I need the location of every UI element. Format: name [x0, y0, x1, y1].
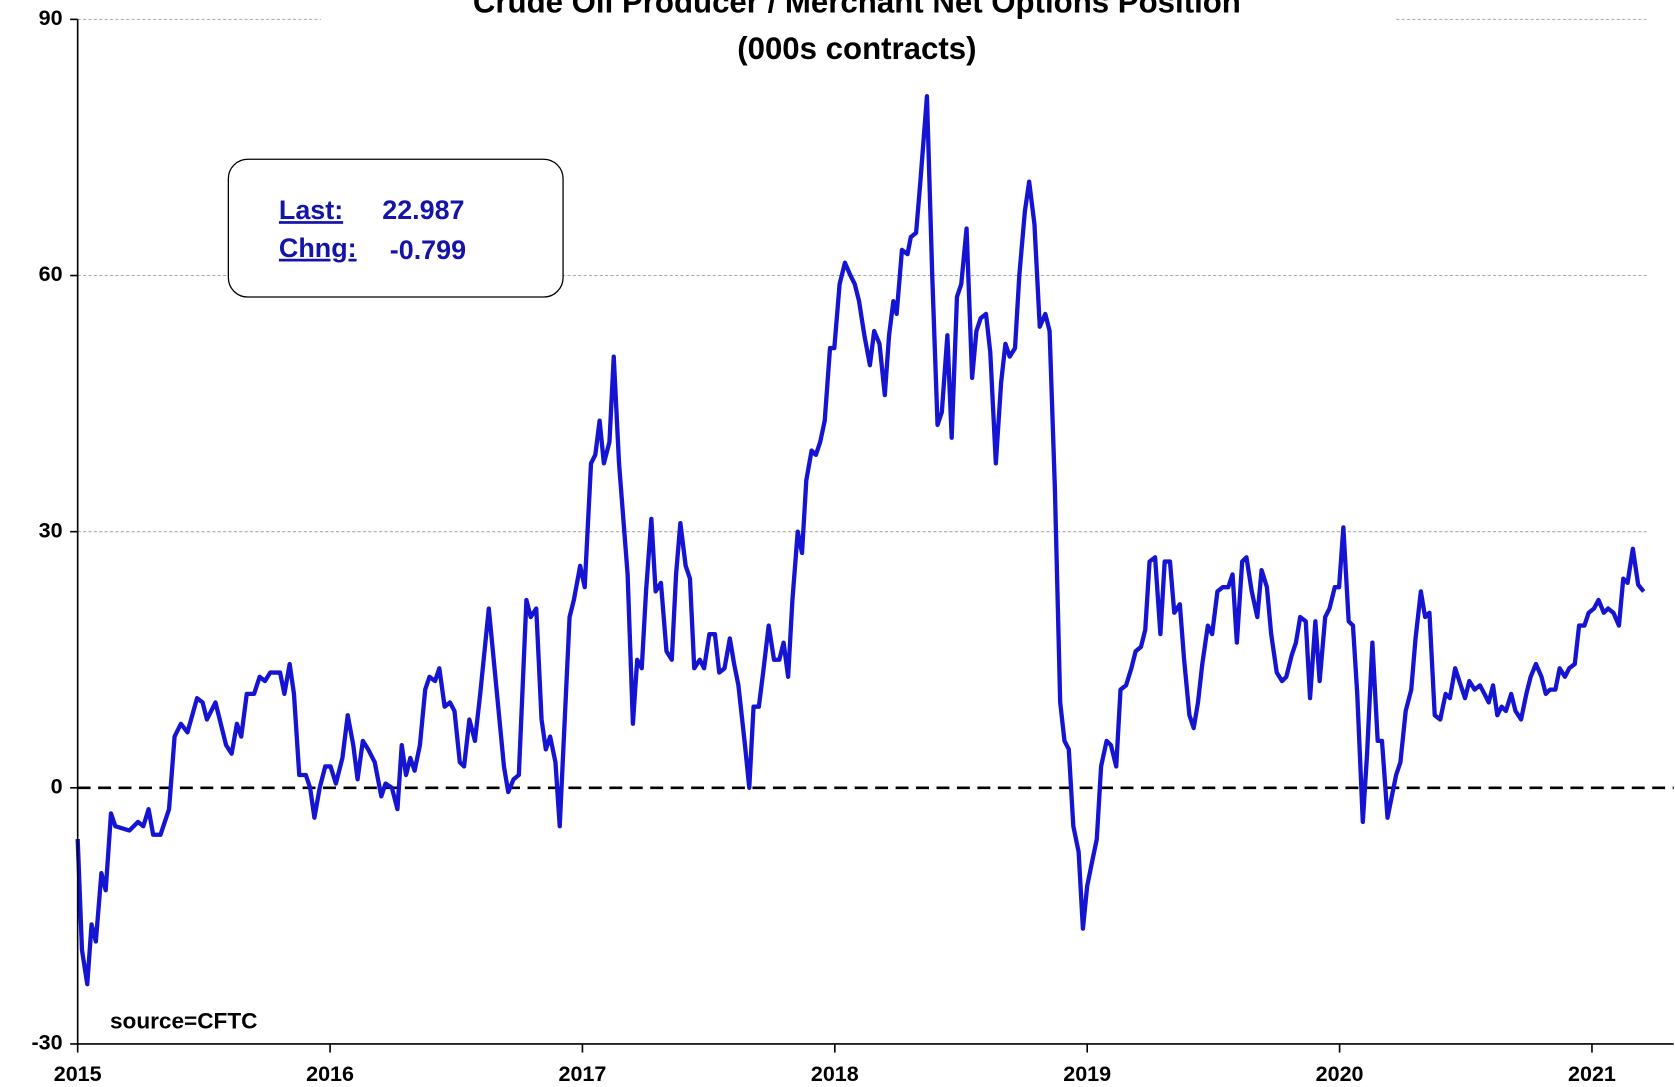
x-tick-label: 2020	[1316, 1062, 1364, 1086]
info-box	[227, 158, 564, 298]
x-tick-label: 2018	[811, 1062, 859, 1086]
x-tick-label: 2019	[1063, 1062, 1111, 1086]
x-tick-label: 2016	[306, 1062, 354, 1086]
x-tick-label: 2021	[1568, 1062, 1616, 1086]
plot	[75, 94, 1646, 987]
chart-title: Crude Oil Producer / Merchant Net Option…	[473, 0, 1241, 20]
title-backdrop	[320, 0, 1394, 35]
x-tick-label: 2015	[54, 1062, 102, 1086]
y-tick-label: 60	[39, 262, 63, 286]
y-tick-label: -30	[31, 1031, 62, 1055]
last-label: Last:	[279, 195, 343, 225]
y-tick-label: 0	[51, 774, 63, 798]
last-value: 22.987	[382, 195, 464, 225]
y-tick-label: 90	[39, 6, 63, 30]
data-line	[75, 94, 1646, 987]
x-tick-label: 2017	[559, 1062, 607, 1086]
y-tick-label: 30	[39, 518, 63, 542]
chart-subtitle: (000s contracts)	[737, 31, 976, 66]
change-value: -0.799	[390, 235, 466, 265]
source-note: source=CFTC	[110, 1008, 258, 1033]
change-label: Chng:	[279, 233, 357, 263]
